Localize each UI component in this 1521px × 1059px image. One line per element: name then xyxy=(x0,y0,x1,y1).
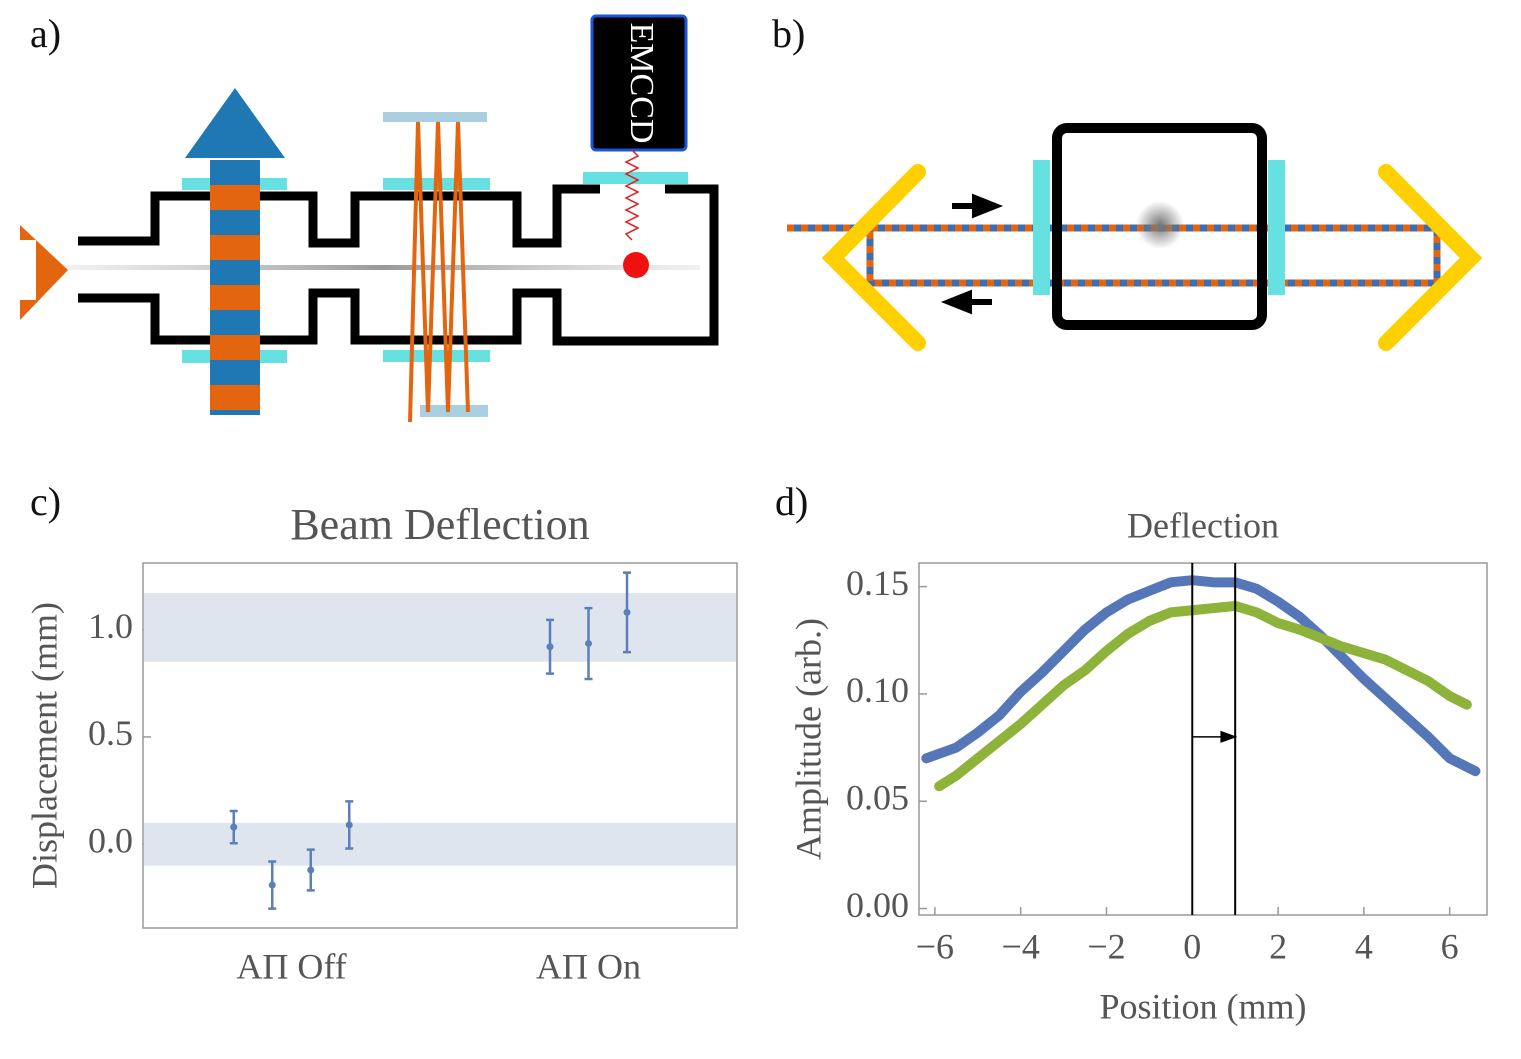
y-tick-label: 0.00 xyxy=(846,885,909,925)
direction-arrow xyxy=(940,289,992,315)
mirror xyxy=(420,405,488,417)
y-tick-label: 1.0 xyxy=(88,606,133,646)
chart-title: Deflection xyxy=(1127,505,1279,545)
x-tick-label: 2 xyxy=(1269,926,1287,966)
y-tick-label: 0.0 xyxy=(88,821,133,861)
data-line xyxy=(934,600,1472,792)
direction-arrow xyxy=(952,193,1004,219)
chamber xyxy=(78,184,719,346)
window xyxy=(1033,160,1050,295)
data-line xyxy=(921,575,1481,777)
input-arrow xyxy=(20,225,68,320)
cavity-beam xyxy=(787,224,1441,287)
molecule xyxy=(623,252,649,278)
camera xyxy=(590,14,688,152)
point xyxy=(268,881,276,889)
x-tick-label: AΠ Off xyxy=(236,946,346,986)
mirror xyxy=(1378,164,1483,351)
fluorescence xyxy=(624,149,640,241)
band xyxy=(144,593,736,662)
point xyxy=(345,821,353,829)
cavity-beam xyxy=(787,224,1441,287)
point xyxy=(585,640,592,648)
x-tick-label: 4 xyxy=(1355,926,1373,966)
laser-beam xyxy=(210,160,260,415)
x-tick-label: AΠ On xyxy=(536,946,641,986)
panel-label: b) xyxy=(772,11,805,56)
window xyxy=(383,350,490,362)
x-tick-label: 0 xyxy=(1183,926,1201,966)
cell xyxy=(1052,123,1267,330)
shift-arrow xyxy=(1192,730,1238,743)
multipass-beam xyxy=(408,121,470,423)
plot-frame xyxy=(918,562,1488,916)
y-axis-label: Amplitude (arb.) xyxy=(788,618,828,860)
mirror xyxy=(383,112,487,122)
panel-label: c) xyxy=(30,479,61,524)
diagram-a: EMCCD xyxy=(20,14,719,423)
diagram-b xyxy=(787,123,1483,351)
chart-title: Beam Deflection xyxy=(290,500,589,549)
x-axis-label: Position (mm) xyxy=(1099,986,1306,1026)
y-axis-label: Displacement (mm) xyxy=(24,602,64,889)
x-tick-label: −4 xyxy=(1002,926,1040,966)
mirror xyxy=(821,164,926,351)
panel-label: d) xyxy=(775,479,808,524)
point xyxy=(546,643,554,651)
plot-frame xyxy=(142,562,738,929)
molecule-cloud xyxy=(1136,201,1184,249)
camera-label: EMCCD xyxy=(623,23,660,144)
y-tick-label: 0.05 xyxy=(846,778,909,818)
point xyxy=(307,866,315,874)
beam xyxy=(65,265,700,270)
band xyxy=(144,822,736,866)
x-tick-label: 6 xyxy=(1441,926,1459,966)
y-tick-label: 0.5 xyxy=(88,713,133,753)
x-tick-label: −6 xyxy=(916,926,954,966)
y-tick-label: 0.10 xyxy=(846,670,909,710)
point xyxy=(623,608,631,616)
window xyxy=(1268,160,1285,295)
y-tick-label: 0.15 xyxy=(846,563,909,603)
point xyxy=(230,823,238,831)
panel-label: a) xyxy=(30,11,61,56)
x-tick-label: −2 xyxy=(1087,926,1125,966)
laser-arrow xyxy=(185,88,285,158)
charts: 0.0 0.5 1.0 Beam Deflection Displacement (mm… xyxy=(24,500,1488,1026)
